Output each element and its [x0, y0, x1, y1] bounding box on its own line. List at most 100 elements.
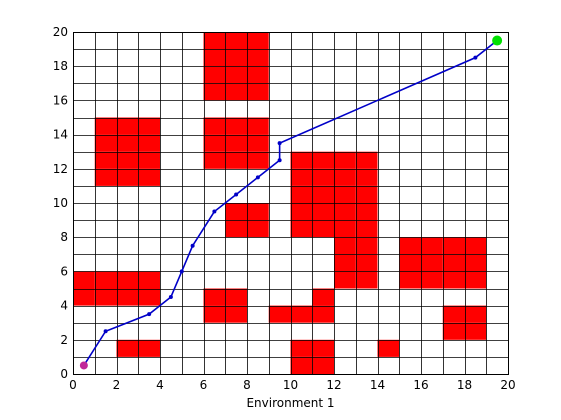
- obstacle-cell: [334, 237, 356, 255]
- obstacle-cell: [225, 305, 247, 323]
- obstacle-cell: [225, 32, 247, 50]
- obstacle-cell: [225, 288, 247, 306]
- obstacle-cell: [312, 203, 334, 221]
- obstacle-cell: [312, 220, 334, 238]
- obstacle-cell: [138, 271, 160, 289]
- obstacle-cell: [442, 271, 465, 289]
- y-tick-label: 4: [60, 299, 68, 313]
- obstacle-cell: [73, 271, 95, 289]
- y-tick-label: 18: [53, 59, 68, 73]
- obstacle-cell: [355, 151, 378, 169]
- obstacle-cell: [399, 237, 421, 255]
- obstacle-cell: [355, 168, 378, 186]
- x-tick-label: 10: [283, 378, 298, 392]
- obstacle-cell: [334, 220, 356, 238]
- obstacle-cell: [355, 203, 378, 221]
- path-point: [277, 158, 282, 163]
- obstacle-cell: [442, 305, 465, 323]
- y-tick-label: 10: [53, 196, 68, 210]
- obstacle-cell: [203, 66, 226, 84]
- obstacle-cell: [377, 339, 400, 357]
- obstacle-cell: [464, 254, 487, 272]
- path-point: [212, 209, 217, 214]
- obstacle-cell: [116, 151, 139, 169]
- x-tick-label: 16: [413, 378, 428, 392]
- obstacle-cell: [203, 134, 226, 152]
- obstacle-cell: [355, 220, 378, 238]
- obstacle-cell: [334, 185, 356, 203]
- obstacle-cell: [94, 168, 117, 186]
- obstacle-cell: [247, 117, 269, 135]
- obstacle-cell: [290, 168, 313, 186]
- obstacle-cell: [312, 185, 334, 203]
- obstacle-cell: [464, 305, 487, 323]
- obstacle-cell: [116, 339, 139, 357]
- obstacle-cell: [464, 322, 487, 340]
- obstacle-cell: [334, 254, 356, 272]
- obstacle-cell: [290, 305, 313, 323]
- obstacles: [73, 32, 487, 374]
- obstacle-cell: [94, 271, 117, 289]
- obstacle-cell: [94, 117, 117, 135]
- obstacle-cell: [442, 237, 465, 255]
- obstacle-cell: [73, 288, 95, 306]
- x-tick-label: 6: [200, 378, 208, 392]
- path-point: [473, 55, 478, 60]
- x-tick-label: 20: [500, 378, 515, 392]
- obstacle-cell: [312, 339, 334, 357]
- y-tick-labels: 0 2 4 6 8 10 12 14 16 18 20: [53, 25, 68, 381]
- obstacle-cell: [464, 271, 487, 289]
- obstacle-cell: [334, 271, 356, 289]
- grid-lines: [73, 32, 509, 375]
- obstacle-cell: [94, 288, 117, 306]
- path-point: [147, 312, 152, 317]
- obstacle-cell: [225, 66, 247, 84]
- obstacle-cell: [290, 356, 313, 374]
- x-tick-label: 8: [243, 378, 251, 392]
- obstacle-cell: [464, 237, 487, 255]
- obstacle-cell: [225, 83, 247, 101]
- obstacle-cell: [312, 356, 334, 374]
- obstacle-cell: [421, 271, 443, 289]
- obstacle-cell: [355, 271, 378, 289]
- obstacle-cell: [312, 151, 334, 169]
- obstacle-cell: [203, 32, 226, 50]
- path-point: [190, 243, 195, 248]
- obstacle-cell: [94, 134, 117, 152]
- y-tick-label: 16: [53, 93, 68, 107]
- path-point: [168, 295, 173, 300]
- obstacle-cell: [399, 254, 421, 272]
- obstacle-cell: [225, 220, 247, 238]
- obstacle-cell: [334, 151, 356, 169]
- obstacle-cell: [203, 49, 226, 67]
- obstacle-cell: [290, 220, 313, 238]
- obstacle-cell: [247, 49, 269, 67]
- obstacle-cell: [116, 271, 139, 289]
- obstacle-cell: [116, 117, 139, 135]
- x-tick-label: 14: [370, 378, 385, 392]
- obstacle-cell: [247, 83, 269, 101]
- obstacle-cell: [247, 66, 269, 84]
- obstacle-cell: [421, 237, 443, 255]
- x-tick-label: 0: [69, 378, 77, 392]
- obstacle-cell: [290, 339, 313, 357]
- obstacle-cell: [225, 134, 247, 152]
- obstacle-cell: [312, 168, 334, 186]
- goal-marker: [492, 35, 503, 46]
- obstacle-cell: [355, 254, 378, 272]
- obstacle-cell: [138, 151, 160, 169]
- obstacle-cell: [290, 203, 313, 221]
- obstacle-cell: [94, 151, 117, 169]
- obstacle-cell: [247, 151, 269, 169]
- x-tick-label: 4: [156, 378, 164, 392]
- y-tick-label: 6: [60, 264, 68, 278]
- obstacle-cell: [334, 168, 356, 186]
- y-tick-label: 20: [53, 25, 68, 39]
- obstacle-cell: [290, 185, 313, 203]
- obstacle-cell: [116, 288, 139, 306]
- obstacle-cell: [399, 271, 421, 289]
- plot-frame: [73, 32, 509, 375]
- path-point: [277, 141, 282, 146]
- obstacle-cell: [138, 117, 160, 135]
